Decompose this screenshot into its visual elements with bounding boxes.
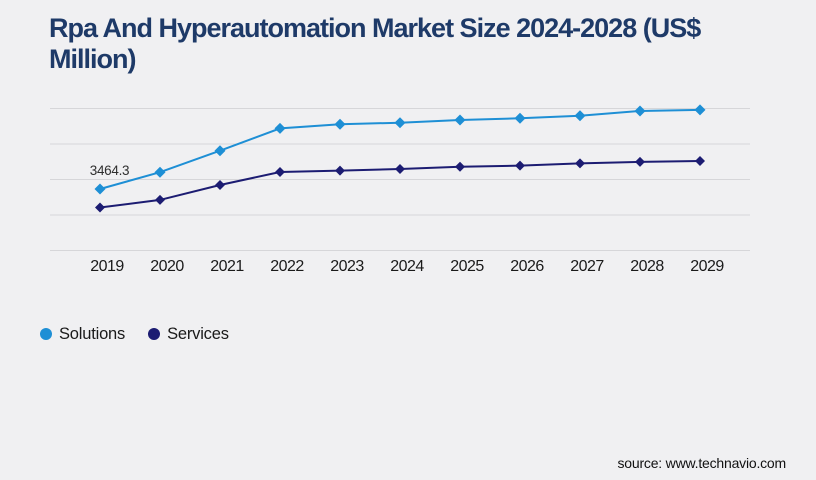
data-point-solutions-2024 xyxy=(394,117,406,129)
data-point-solutions-2022 xyxy=(274,122,286,134)
data-point-services-2020 xyxy=(155,194,165,205)
legend-item-label: Solutions xyxy=(59,324,126,343)
x-axis-label: 2019 xyxy=(90,258,124,275)
legend-item-services[interactable]: Services xyxy=(148,325,229,344)
solutions-legend-dot-icon xyxy=(40,328,52,340)
x-axis-label: 2022 xyxy=(270,258,304,275)
data-point-solutions-2027 xyxy=(574,110,586,122)
data-point-solutions-2025 xyxy=(454,114,466,126)
x-axis-label: 2023 xyxy=(330,258,364,275)
x-axis-label: 2025 xyxy=(450,258,484,275)
x-axis-label: 2026 xyxy=(510,258,544,275)
data-point-solutions-2023 xyxy=(334,118,346,130)
data-point-services-2029 xyxy=(695,156,705,167)
data-point-services-2019 xyxy=(95,202,105,213)
data-point-services-2021 xyxy=(215,180,225,191)
x-axis-label: 2027 xyxy=(570,258,604,275)
data-point-solutions-2029 xyxy=(694,104,706,116)
x-axis-label: 2020 xyxy=(150,258,184,275)
data-point-solutions-2026 xyxy=(514,112,526,124)
x-axis-label: 2024 xyxy=(390,258,424,275)
chart-title: Rpa And Hyperautomation Market Size 2024… xyxy=(49,13,701,74)
legend: Solutions Services xyxy=(40,324,229,344)
data-point-services-2026 xyxy=(515,160,525,171)
data-point-services-2025 xyxy=(455,161,465,172)
data-point-solutions-2020 xyxy=(154,166,166,178)
data-point-services-2022 xyxy=(275,167,285,178)
data-point-services-2023 xyxy=(335,165,345,176)
line-chart: 2019 2020 2021 2022 2023 2024 2025 2026 2027 2028… xyxy=(50,104,750,275)
services-legend-dot-icon xyxy=(148,328,161,340)
x-axis-label: 2029 xyxy=(690,258,724,275)
x-axis-label: 2028 xyxy=(630,258,664,275)
data-point-services-2027 xyxy=(575,158,585,169)
legend-item-label: Services xyxy=(167,324,229,343)
data-point-solutions-2021 xyxy=(214,145,226,157)
data-point-services-2024 xyxy=(395,164,405,175)
source-text: source: www.technavio.com xyxy=(617,455,786,471)
data-point-services-2028 xyxy=(635,156,645,167)
x-axis-label: 2021 xyxy=(210,258,244,275)
legend-item-solutions[interactable]: Solutions xyxy=(40,325,125,344)
data-label: 3464.3 xyxy=(90,163,130,178)
data-point-solutions-2028 xyxy=(634,105,646,117)
data-point-solutions-2019 xyxy=(94,183,106,195)
